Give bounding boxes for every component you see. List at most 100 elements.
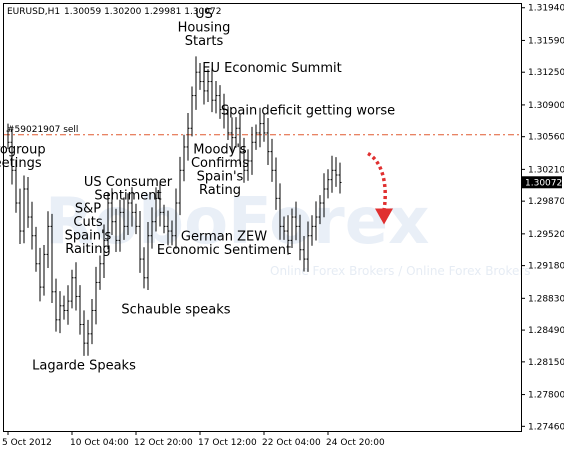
ohlc-header: 1.30059 1.30200 1.29981 1.30072 bbox=[64, 7, 221, 17]
y-axis: 1.31940 1.31590 1.31250 1.30900 1.30560 1.302… bbox=[521, 4, 564, 432]
event-annotation: Schauble speaks bbox=[121, 302, 230, 317]
price-bar bbox=[6, 123, 10, 150]
event-annotation: German ZEW Economic Sentiment bbox=[157, 229, 291, 257]
event-annotation: Spain deficit getting worse bbox=[221, 103, 395, 118]
price-bar bbox=[262, 113, 266, 142]
price-bar bbox=[54, 278, 58, 332]
price-bar bbox=[26, 177, 30, 228]
plot-frame bbox=[3, 3, 522, 432]
price-bar bbox=[86, 319, 90, 356]
x-tick-label: 22 Oct 04:00 bbox=[262, 438, 321, 448]
x-tick-label: 24 Oct 20:00 bbox=[326, 438, 385, 448]
price-bar bbox=[318, 195, 322, 225]
price-bar bbox=[158, 182, 162, 227]
price-bar bbox=[278, 183, 282, 240]
price-bar bbox=[102, 224, 106, 279]
price-bar bbox=[298, 214, 302, 261]
price-bar bbox=[14, 159, 18, 213]
forecast-arrow-path bbox=[367, 151, 387, 211]
event-annotation: Moody's Confirms Spain's Rating bbox=[191, 142, 249, 198]
price-bar bbox=[94, 266, 98, 325]
price-bar bbox=[30, 201, 34, 250]
price-bar bbox=[122, 197, 126, 240]
y-tick-label: 1.29520 bbox=[528, 230, 564, 240]
price-bar bbox=[250, 126, 254, 175]
y-tick-label: 1.30210 bbox=[528, 165, 564, 175]
y-tick-label: 1.27460 bbox=[528, 422, 564, 432]
current-price-marker: 1.30072 bbox=[522, 176, 562, 189]
y-tick-label: 1.31250 bbox=[528, 68, 564, 78]
price-bar bbox=[274, 157, 278, 210]
price-bar bbox=[190, 86, 194, 137]
y-tick-label: 1.28150 bbox=[528, 358, 564, 368]
price-bar bbox=[246, 149, 250, 181]
price-bar bbox=[82, 310, 86, 356]
price-bar bbox=[18, 188, 22, 245]
price-bar bbox=[22, 175, 26, 244]
price-bar bbox=[38, 247, 42, 302]
price-bar bbox=[34, 226, 38, 272]
price-bar bbox=[78, 285, 82, 335]
y-tick-label: 1.28830 bbox=[528, 294, 564, 304]
price-bar bbox=[42, 244, 46, 296]
y-tick-label: 1.29870 bbox=[528, 197, 564, 207]
price-bar bbox=[114, 208, 118, 253]
price-bar bbox=[310, 215, 314, 246]
x-tick-label: 12 Oct 20:00 bbox=[134, 438, 193, 448]
price-bar bbox=[90, 298, 94, 345]
price-bar bbox=[198, 62, 202, 90]
y-tick-label: 1.31590 bbox=[528, 36, 564, 46]
price-bar bbox=[334, 157, 338, 187]
event-annotation: US Consumer Sentiment bbox=[84, 175, 173, 204]
price-bar bbox=[238, 114, 242, 165]
price-bar bbox=[170, 220, 174, 246]
price-bar bbox=[214, 80, 218, 114]
price-bar bbox=[62, 295, 66, 320]
price-bar bbox=[178, 156, 182, 216]
x-tick-label: 17 Oct 12:00 bbox=[198, 438, 257, 448]
price-bar bbox=[234, 117, 238, 148]
symbol-label: EURUSD,H1 bbox=[7, 7, 60, 17]
price-bar bbox=[182, 134, 186, 182]
price-bar bbox=[266, 118, 270, 166]
price-bar bbox=[74, 262, 78, 311]
price-bar bbox=[254, 124, 258, 150]
price-bar bbox=[202, 66, 206, 105]
event-annotation: EU Economic Summit bbox=[202, 61, 341, 76]
event-annotation: EurogroupMeetings bbox=[0, 142, 46, 171]
forecast-arrow-head bbox=[375, 208, 393, 225]
price-bar bbox=[282, 216, 286, 240]
price-bar bbox=[290, 208, 294, 249]
price-bar bbox=[118, 199, 122, 252]
price-bar bbox=[322, 173, 326, 218]
current-price-label: 1.30072 bbox=[525, 178, 562, 188]
annotations: EurogroupMeetings US ConsumerSentimentS&P… bbox=[0, 7, 395, 373]
price-bar bbox=[302, 235, 306, 272]
price-bar bbox=[338, 162, 342, 194]
price-bar bbox=[330, 155, 334, 193]
price-bar bbox=[50, 213, 54, 304]
watermark: RoboForex bbox=[45, 185, 429, 259]
price-bar bbox=[106, 192, 110, 250]
price-bar bbox=[162, 204, 166, 234]
price-bar bbox=[174, 188, 178, 249]
price-bar bbox=[218, 85, 222, 119]
y-tick-label: 1.28490 bbox=[528, 326, 564, 336]
price-bar bbox=[186, 113, 190, 161]
price-bar bbox=[58, 291, 62, 334]
price-bar bbox=[166, 210, 170, 246]
price-bar bbox=[98, 255, 102, 290]
price-bar bbox=[194, 56, 198, 110]
price-bar bbox=[134, 203, 138, 235]
price-bar bbox=[154, 187, 158, 232]
price-bar bbox=[138, 210, 142, 273]
watermark-sub: Online Forex Brokers / Online Forex Brok… bbox=[270, 264, 531, 278]
price-bar bbox=[270, 138, 274, 182]
price-bar bbox=[230, 117, 234, 152]
x-axis: 5 Oct 2012 10 Oct 04:00 12 Oct 20:00 17 Oct… bbox=[2, 431, 385, 448]
forecast-arrow bbox=[367, 151, 393, 225]
price-bar bbox=[66, 285, 70, 325]
y-tick-label: 1.27800 bbox=[528, 391, 564, 401]
price-bar bbox=[150, 207, 154, 249]
price-bar bbox=[70, 269, 74, 309]
